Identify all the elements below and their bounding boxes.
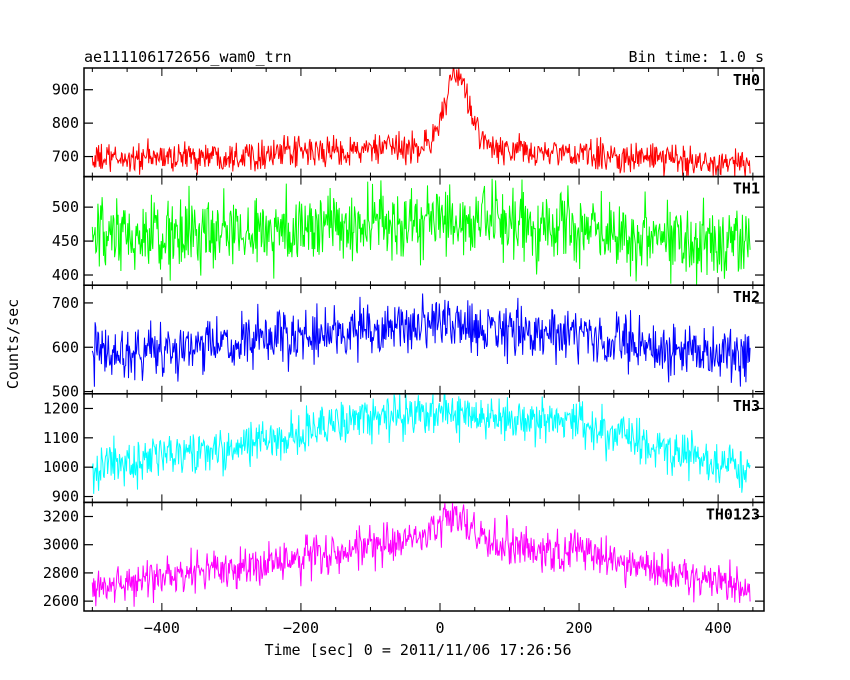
y-tick-label: 800: [52, 114, 79, 132]
panel-label: TH3: [733, 397, 760, 415]
y-tick-label: 400: [52, 266, 79, 284]
panel-th0123: 2600 2800 3000 3200 TH0123: [43, 501, 765, 612]
series-line-th2: [91, 293, 751, 387]
y-tick-label: 2600: [43, 592, 79, 610]
bin-time-label: Bin time: 1.0 s: [629, 48, 764, 66]
panel-th1: 400 450 500 TH1: [52, 175, 765, 286]
series-line-th1: [91, 178, 751, 286]
panel-label: TH1: [733, 180, 760, 198]
y-tick-label: 900: [52, 488, 79, 506]
y-tick-label: 2800: [43, 564, 79, 582]
x-tick-label: −200: [283, 619, 319, 637]
y-tick-label: 1100: [43, 429, 79, 447]
series-line-th0123: [91, 502, 751, 607]
x-tick-label: 200: [566, 619, 593, 637]
y-tick-label: 500: [52, 198, 79, 216]
y-tick-label: 1200: [43, 399, 79, 417]
panel-label: TH0123: [706, 505, 760, 523]
y-axis-label: Counts/sec: [4, 299, 22, 389]
panel-th3: 900 1000 1100 1200 TH3: [43, 393, 765, 506]
figure-title: ae111106172656_wam0_trn: [84, 48, 292, 66]
panel-frame: [83, 501, 765, 612]
x-axis-label: Time [sec] 0 = 2011/11/06 17:26:56: [264, 641, 571, 659]
y-tick-label: 450: [52, 232, 79, 250]
y-tick-label: 900: [52, 81, 79, 99]
series-line-th3: [91, 393, 751, 494]
y-tick-label: 600: [52, 338, 79, 356]
y-tick-label: 1000: [43, 458, 79, 476]
panel-th2: 500 600 700 TH2: [52, 284, 765, 401]
y-tick-label: 3200: [43, 508, 79, 526]
panel-stack: 700 800 900 TH0 400 450 500 TH1 500 600 700 TH2 900 1…: [43, 67, 765, 612]
y-tick-label: 500: [52, 383, 79, 401]
x-tick-label: 0: [435, 619, 444, 637]
panel-label: TH2: [733, 288, 760, 306]
x-tick-label: −400: [144, 619, 180, 637]
panel-th0: 700 800 900 TH0: [52, 67, 765, 178]
y-tick-label: 700: [52, 148, 79, 166]
y-tick-label: 700: [52, 294, 79, 312]
panel-label: TH0: [733, 71, 760, 89]
series-line-th0: [91, 67, 751, 177]
x-tick-labels: −400 −200 0 200 400: [144, 619, 732, 637]
y-tick-label: 3000: [43, 536, 79, 554]
x-tick-label: 400: [705, 619, 732, 637]
